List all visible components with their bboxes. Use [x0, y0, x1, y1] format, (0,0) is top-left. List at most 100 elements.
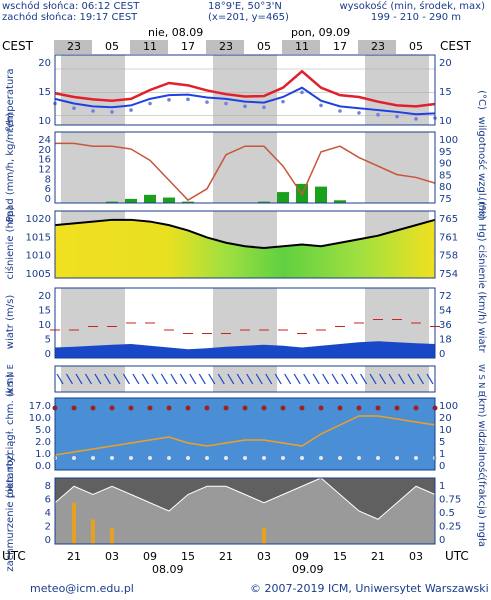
night-band — [61, 55, 125, 125]
cloud-base-point — [357, 456, 361, 460]
bottom-hour-label: 21 — [371, 550, 385, 563]
felt-temp-point — [338, 109, 342, 113]
tick-right: 0 — [439, 349, 445, 360]
top-hour-label: 17 — [181, 40, 195, 53]
tick-left: 1005 — [26, 269, 51, 280]
top-hour-label: 11 — [295, 40, 309, 53]
tick-left: 1.0 — [35, 449, 51, 460]
top-hour-bg — [320, 40, 360, 54]
tick-right: 761 — [439, 232, 458, 243]
day-label-2: pon, 09.09 — [291, 26, 350, 39]
felt-temp-point — [414, 117, 418, 121]
pressure-right-label: (mm Hg) ciśnienie — [476, 197, 488, 289]
bottom-hour-label: 15 — [333, 550, 347, 563]
tick-left: 24 — [38, 135, 51, 146]
tick-left: 20 — [38, 145, 51, 156]
cloud-top-point — [185, 405, 191, 411]
temperature-panel: 20 15 10 20 15 10 — [38, 54, 452, 127]
footer-copyright: © 2007-2019 ICM, Uniwersytet Warszawski — [250, 582, 489, 595]
wind-direction-panel — [54, 365, 436, 393]
tick-left: 0.0 — [35, 461, 51, 472]
cloud-top-point — [204, 405, 210, 411]
cloud-top-point — [128, 405, 134, 411]
bottom-hour-label: 09 — [143, 550, 157, 563]
wind-arrow — [284, 373, 292, 385]
tick-right: 20 — [439, 413, 452, 424]
day-label-1: nie, 08.09 — [148, 26, 203, 39]
wind-arrow — [179, 373, 187, 385]
cloud-right-label: (km) widzialność — [476, 394, 488, 478]
pressure-area — [55, 219, 435, 278]
elevation-values: 199 - 210 - 290 m — [370, 12, 461, 23]
precip-bar — [144, 194, 156, 203]
temp-right-label: (°C) — [476, 90, 487, 110]
fog-bar — [110, 527, 114, 544]
temperature-line — [54, 69, 436, 108]
precip-bar — [334, 200, 346, 203]
tick-left: 15 — [38, 306, 51, 317]
dewpoint-line — [54, 86, 436, 116]
cloud-base-point — [243, 456, 247, 460]
bottom-hour-label: 09 — [295, 550, 309, 563]
top-hour-bg — [282, 40, 322, 54]
tick-right: 20 — [439, 58, 452, 69]
top-hour-label: 11 — [143, 40, 157, 53]
felt-temp-point — [167, 98, 171, 102]
cloud-base-point — [395, 456, 399, 460]
night-band — [213, 366, 277, 392]
felt-temp-point — [110, 110, 114, 114]
tick-left: 5.0 — [35, 425, 51, 436]
wind-arrow — [407, 373, 415, 385]
tick-left: 10.0 — [29, 413, 51, 424]
panel-frame — [54, 54, 436, 126]
cloud-top-point — [90, 405, 96, 411]
cloud-top-point — [166, 405, 172, 411]
felt-temp-point — [376, 112, 380, 117]
cloud-top-point — [318, 405, 324, 411]
wind-arrow — [416, 373, 425, 385]
tick-right: 765 — [439, 214, 458, 225]
tick-right: 15 — [439, 87, 452, 98]
wind-arrow — [160, 373, 168, 385]
tick-right: 18 — [439, 335, 452, 346]
cloud-left-label: pion. rozciągł. chm. (km) — [5, 374, 16, 499]
cloud-top-point — [413, 405, 419, 411]
wind-arrow — [208, 373, 216, 385]
precip-bar — [277, 192, 289, 203]
wind-panel: 20 15 10 5 0 72 54 36 18 0 — [38, 287, 452, 360]
cloud-top-point — [147, 405, 153, 411]
top-left-tz: CEST — [2, 39, 34, 53]
tick-right: 100 — [439, 401, 458, 412]
tick-right: 754 — [439, 269, 458, 280]
precip-bar — [315, 186, 327, 203]
top-hour-bg — [206, 40, 246, 54]
pressure-line — [54, 218, 436, 250]
cloud-base-point — [224, 456, 228, 460]
panel-frame — [54, 210, 436, 279]
sunrise-text: wschód słońca: 06:12 CEST — [2, 1, 140, 12]
wind-arrow — [379, 373, 387, 385]
temp-left-label: temperatura — [5, 68, 16, 131]
tick-right: 36 — [439, 320, 452, 331]
top-hour-bg — [168, 40, 208, 54]
humidity-line — [55, 142, 436, 202]
tick-right: 75 — [439, 194, 452, 205]
wind-arrow — [322, 373, 330, 385]
wind-arrow — [65, 373, 74, 385]
felt-temp-point — [281, 99, 285, 104]
tick-right: 10 — [439, 425, 452, 436]
dir-left-label: W S N E — [6, 364, 15, 396]
fog-bar — [72, 502, 76, 544]
top-hour-bg — [358, 40, 398, 54]
cloud-base-point — [262, 456, 266, 460]
tick-left: 12 — [38, 165, 51, 176]
fog-bar — [91, 519, 95, 544]
tick-right: 1 — [439, 481, 445, 492]
tick-right: 0 — [439, 461, 445, 472]
tick-right: 758 — [439, 251, 458, 262]
cloud-base-point — [91, 456, 95, 460]
wind-arrow — [227, 373, 235, 385]
wind-left-label: wiatr (m/s) — [5, 295, 16, 350]
elevation-label: wysokość (min, środek, max) — [339, 1, 485, 12]
